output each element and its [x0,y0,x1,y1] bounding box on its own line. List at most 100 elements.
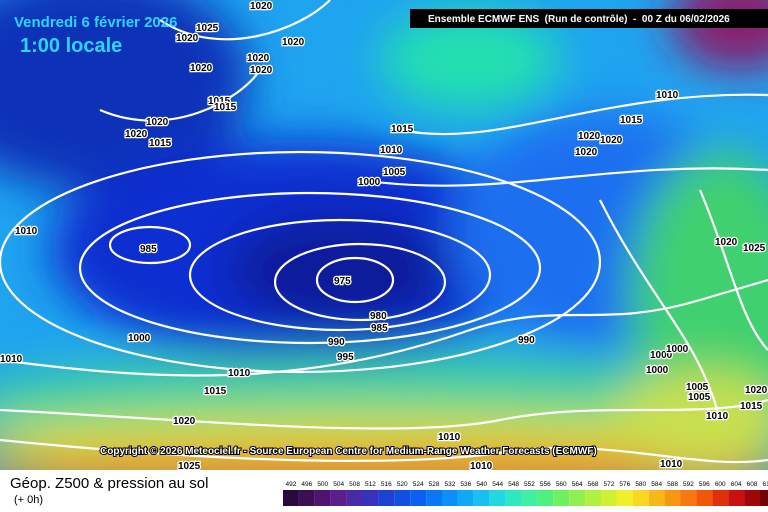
scale-label: 604 [731,481,742,488]
isobar-label: 1000 [666,344,689,355]
scale-swatch [648,490,665,506]
isobar-label: 995 [337,352,354,363]
scale-swatch [744,490,760,506]
scale-swatch [426,490,442,506]
scale-swatch [394,490,411,506]
scale-swatch [378,490,395,506]
field [0,0,768,470]
scale-swatch [569,490,586,506]
time: 1:00 locale [20,35,122,57]
scale-swatch [362,490,379,506]
isobar-label: 1010 [15,226,38,237]
scale-label: 532 [445,481,456,488]
scale-swatch [442,490,458,506]
scale-label: 600 [715,481,726,488]
run-info: Ensemble ECMWF ENS (Run de contrôle) - 0… [428,14,730,25]
isobar-label: 1015 [391,124,414,135]
isobar-label: 1010 [228,368,251,379]
isobar-label: 1025 [743,243,766,254]
isobar-label: 1010 [656,90,679,101]
scale-label: 552 [524,481,535,488]
scale-swatch [521,490,538,506]
scale-swatch [346,490,363,506]
scale-label: 572 [604,481,615,488]
scale-label: 568 [588,481,599,488]
date: Vendredi 6 février 2026 [14,14,177,31]
isobar-label: 1020 [715,237,738,248]
scale-swatch [298,490,315,506]
color-scale: 492 496 500 504 508 512 516 520 524 528 532 536 540 5… [283,481,768,506]
scale-label: 580 [635,481,646,488]
scale-swatch [489,490,506,506]
scale-label: 584 [651,481,662,488]
scale-swatch [664,490,681,506]
scale-swatch [537,490,554,506]
isobar-label: 1015 [208,96,231,107]
isobar-label: 1020 [250,65,273,76]
isobar-label: 1005 [686,382,709,393]
isobar-label: 1025 [178,461,201,472]
isobar-label: 1010 [706,411,729,422]
isobar-label: 1010 [380,145,403,156]
isobar-label: 985 [140,244,157,255]
scale-swatch [680,490,697,506]
isobar-label: 1015 [620,115,643,126]
run-banner [410,9,768,28]
scale-swatch [410,490,427,506]
isobar-label: 1020 [745,385,768,396]
scale-swatch [601,490,617,506]
scale-label: 516 [381,481,392,488]
scale-swatch [632,490,649,506]
scale-swatch [728,490,745,506]
scale-swatch [696,490,713,506]
isobar-label: 1020 [173,416,196,427]
isobar-label: 975 [334,276,351,287]
scale-label: 592 [683,481,694,488]
isobar-label: 1015 [740,401,763,412]
scale-swatch [553,490,570,506]
isobar-label: 1005 [383,167,406,178]
isobar-label: 1015 [204,386,227,397]
isobars [0,0,768,464]
isobar-label: 1020 [190,63,213,74]
isobar-label: 1020 [146,117,169,128]
scale-label: 608 [747,481,758,488]
isobar-label: 1000 [646,365,669,376]
scale-swatch [585,490,601,506]
scale-label: 548 [508,481,519,488]
isobar-label: 1000 [358,177,381,188]
scale-label: 524 [413,481,424,488]
scale-swatch [473,490,490,506]
isobar-label: 1005 [688,392,711,403]
scale-label: 536 [460,481,471,488]
isobar-label: 990 [328,337,345,348]
scale-label: 556 [540,481,551,488]
isobar-label: 1015 [149,138,172,149]
scale-swatch [457,490,474,506]
scale-swatch [330,490,347,506]
isobar-label: 1020 [176,33,199,44]
isobar-label: 980 [370,311,387,322]
isobar-label: 1020 [250,1,273,12]
scale-label: 520 [397,481,408,488]
isobar-label: 1010 [660,459,683,470]
isobar-label: 1010 [470,461,493,472]
isobar-label: 1020 [578,131,601,142]
isobar-label: 1000 [128,333,151,344]
scale-label: 560 [556,481,567,488]
scale-label: 588 [667,481,678,488]
scale-label: 492 [286,481,297,488]
isobar-label: 1010 [0,354,23,365]
scale-label: 564 [572,481,583,488]
isobar-label: 1025 [196,23,219,34]
isobar-label: 1020 [575,147,598,158]
scale-swatch [616,490,633,506]
scale-swatch [314,490,331,506]
scale-label: 496 [301,481,312,488]
scale-label: 544 [492,481,503,488]
isobar-label: 1000 [650,350,673,361]
scale-label: 612 [763,481,768,488]
scale-swatch [283,490,299,506]
